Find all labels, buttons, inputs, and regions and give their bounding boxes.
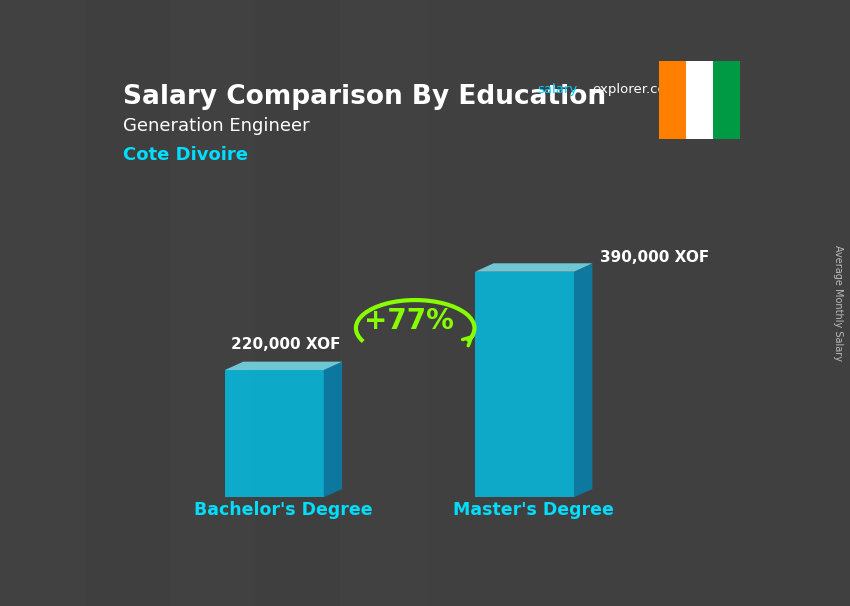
Bar (686, 61, 712, 139)
Polygon shape (224, 362, 342, 370)
Text: 220,000 XOF: 220,000 XOF (231, 337, 341, 352)
Polygon shape (475, 271, 574, 498)
Text: Average Monthly Salary: Average Monthly Salary (833, 245, 843, 361)
Text: +77%: +77% (364, 307, 454, 335)
Bar (659, 61, 686, 139)
Text: Salary Comparison By Education: Salary Comparison By Education (122, 84, 606, 110)
Text: Generation Engineer: Generation Engineer (122, 117, 309, 135)
Polygon shape (574, 263, 592, 498)
Polygon shape (475, 263, 592, 271)
Bar (712, 61, 740, 139)
Text: salary: salary (538, 83, 578, 96)
Text: explorer.com: explorer.com (592, 83, 679, 96)
Text: Bachelor's Degree: Bachelor's Degree (194, 501, 373, 519)
Text: Cote Divoire: Cote Divoire (122, 147, 247, 164)
Text: Master's Degree: Master's Degree (453, 501, 615, 519)
Polygon shape (324, 362, 342, 498)
Polygon shape (224, 370, 324, 498)
Text: 390,000 XOF: 390,000 XOF (600, 250, 710, 265)
